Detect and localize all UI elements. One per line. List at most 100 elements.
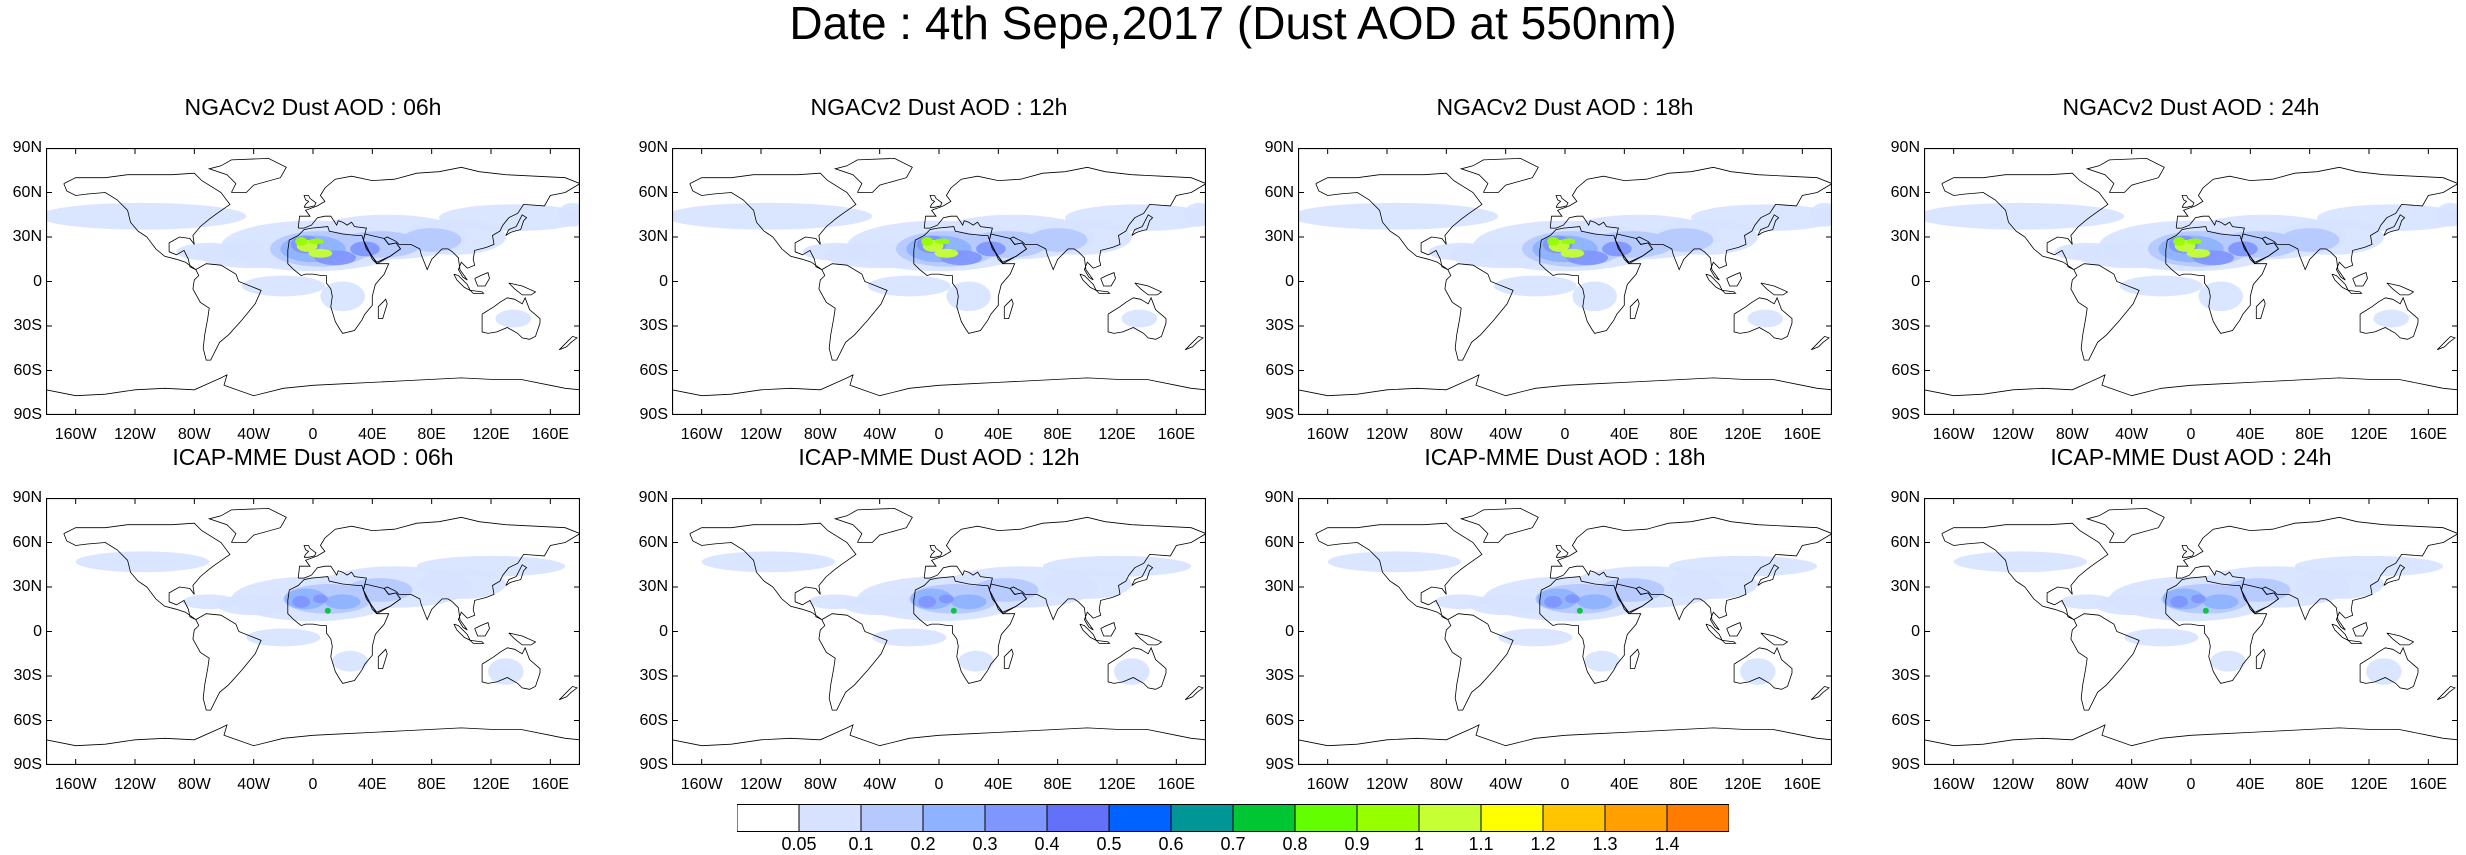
lon-tick-label: 0: [2186, 776, 2196, 793]
axis-ticks: [1298, 498, 1832, 765]
lon-tick-label: 160E: [531, 426, 570, 443]
coastline-south-america: [1444, 613, 1514, 711]
world-map: [1298, 148, 1832, 415]
lat-tick-label: 90S: [1265, 406, 1294, 423]
axis-ticks: [46, 498, 580, 765]
lat-tick-label: 30N: [1264, 228, 1294, 245]
coastline-new-guinea: [2386, 632, 2415, 646]
map-frame: [46, 498, 580, 765]
coastline-borneo: [1726, 622, 1742, 637]
lon-tick-label: 40W: [1489, 426, 1523, 443]
dust-contour-region: [324, 594, 361, 610]
coastline-japan: [1131, 564, 1154, 586]
dust-contour-region: [2202, 594, 2239, 610]
dust-contour-region: [1924, 202, 2125, 230]
coastline-borneo: [1100, 272, 1116, 287]
dust-contour-region: [1042, 569, 1132, 599]
dust-contour-region: [2186, 238, 2202, 245]
coastline-antarctica: [672, 724, 1206, 747]
map-border: [1924, 498, 2458, 765]
dust-contour-region: [1572, 281, 1617, 312]
coastline-africa: [287, 226, 390, 334]
lat-tick-label: 0: [33, 622, 42, 640]
lat-tick-label: 60N: [12, 183, 42, 201]
map-frame: [1298, 498, 1832, 765]
dust-contour-region: [313, 594, 328, 604]
coastline-madagascar: [2255, 298, 2266, 320]
coastline-borneo: [1100, 622, 1116, 637]
coastline-new-zealand: [1184, 685, 1204, 701]
lat-tick-label: 60N: [638, 183, 668, 201]
lon-tick-label: 160W: [680, 426, 723, 443]
lat-tick-label: 60S: [13, 711, 42, 729]
lon-tick-label: 40E: [2236, 776, 2265, 793]
coastline-uk: [929, 545, 943, 558]
dust-contour-region: [939, 594, 954, 604]
lon-tick-label: 0: [934, 776, 944, 793]
axis-ticks: [1924, 148, 2458, 415]
lon-tick-label: 160W: [54, 426, 97, 443]
panel-title: NGACv2 Dust AOD : 18h: [1436, 94, 1694, 120]
lon-tick-label: 40W: [863, 426, 897, 443]
coastline-indonesia-2: [2347, 290, 2363, 294]
colorbar-tick-label: 0.7: [1220, 834, 1246, 854]
colorbar-swatch: [984, 804, 1048, 832]
dust-contour-region: [1602, 241, 1632, 257]
lat-tick-label: 30S: [639, 317, 668, 334]
lon-tick-label: 80W: [2055, 426, 2089, 443]
colorbar-tick-label: 0.05: [781, 834, 817, 854]
coastline-africa: [2165, 576, 2268, 684]
dust-contour-region: [2060, 594, 2114, 610]
dust-contour-region: [1547, 237, 1560, 246]
dust-contour-region: [1327, 551, 1462, 573]
lon-tick-label: 40W: [237, 776, 271, 793]
dust-contour-region: [46, 202, 247, 230]
coastline-eurasia: [923, 166, 1206, 281]
lon-tick-label: 120W: [740, 426, 782, 443]
colorbar-tick-label: 0.9: [1344, 834, 1370, 854]
coastline-north-america: [1941, 172, 2109, 270]
coastline-north-america: [1941, 522, 2109, 620]
coastline-australia: [1107, 296, 1167, 340]
world-map: [46, 498, 580, 765]
dust-contour-region: [1428, 242, 1494, 261]
lon-tick-label: 120E: [1724, 776, 1762, 793]
dust-contour-region: [2191, 594, 2206, 604]
lat-tick-label: 90S: [1891, 756, 1920, 773]
lat-tick-label: 90N: [1264, 139, 1294, 156]
coastline-new-guinea: [508, 282, 537, 296]
coastline-new-guinea: [1760, 632, 1789, 646]
lon-tick-label: 40E: [1610, 776, 1639, 793]
coastline-north-america: [1315, 522, 1483, 620]
coastline-madagascar: [1003, 298, 1014, 320]
colorbar-swatch: [1294, 804, 1358, 832]
lat-tick-label: 60N: [12, 533, 42, 551]
coastline-indonesia-2: [469, 640, 485, 644]
colorbar-tick-label: 0.2: [910, 834, 936, 854]
coastline-madagascar: [1003, 648, 1014, 670]
lon-tick-label: 40W: [2115, 426, 2149, 443]
colorbar-tick-label: 0.6: [1158, 834, 1184, 854]
dust-contour-region: [1747, 309, 1784, 328]
map-border: [672, 498, 1206, 765]
dust-contour-region: [2119, 275, 2203, 297]
map-panel: ICAP-MME Dust AOD : 18h 90N 60N 30N 0 30S 60S 9…: [1252, 442, 1878, 793]
axis-ticks: [1298, 148, 1832, 415]
dust-contour-region: [934, 248, 959, 258]
colorbar-swatch: [1170, 804, 1234, 832]
coastline-australia: [2359, 296, 2419, 340]
lat-tick-label: 30S: [13, 667, 42, 684]
coastline-borneo: [1726, 272, 1742, 287]
coastline-antarctica: [1924, 724, 2458, 747]
dust-contour-region: [918, 595, 937, 608]
dust-contour-region: [176, 242, 242, 261]
dust-contour-region: [921, 237, 934, 246]
dust-contour-region: [2054, 242, 2120, 261]
dust-contour-region: [216, 594, 291, 616]
coastline-japan: [1757, 214, 1780, 236]
coastline-arabia: [1615, 233, 1654, 263]
dust-aod-field: [1327, 551, 1818, 685]
lat-tick-label: 90S: [1265, 756, 1294, 773]
map-border: [46, 498, 580, 765]
lat-tick-label: 90S: [13, 406, 42, 423]
